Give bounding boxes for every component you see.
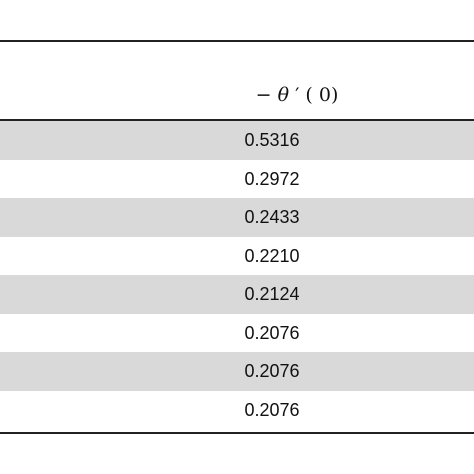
table-header-rule [0,119,474,121]
header-suffix: ′ ( 0) [289,84,339,106]
table-row: 0.2076 [0,314,474,353]
table-top-rule [0,40,474,42]
table-cell: 0.2076 [244,361,300,381]
table-row: 0.2076 [0,391,474,430]
table-cell: 0.2210 [244,245,300,266]
table-row: 0.2210 [0,237,474,276]
table-row: 0.2076 [0,352,474,391]
table-cell: 0.2433 [244,207,300,227]
header-theta: θ [277,84,290,106]
table-cell: 0.2972 [244,168,300,189]
table-row: 0.2124 [0,275,474,314]
table-cell: 0.5316 [244,130,300,150]
table-cell: 0.2076 [244,399,300,420]
table-row: 0.2972 [0,160,474,199]
column-header: − θ ′ ( 0) [0,80,474,110]
header-minus: − [255,84,272,106]
table-cell: 0.2124 [244,284,300,304]
table-bottom-rule [0,432,474,434]
table-cell: 0.2076 [244,322,300,343]
table-row: 0.2433 [0,198,474,237]
table-row: 0.5316 [0,121,474,160]
table-body: 0.5316 0.2972 0.2433 0.2210 0.2124 0.207… [0,121,474,429]
